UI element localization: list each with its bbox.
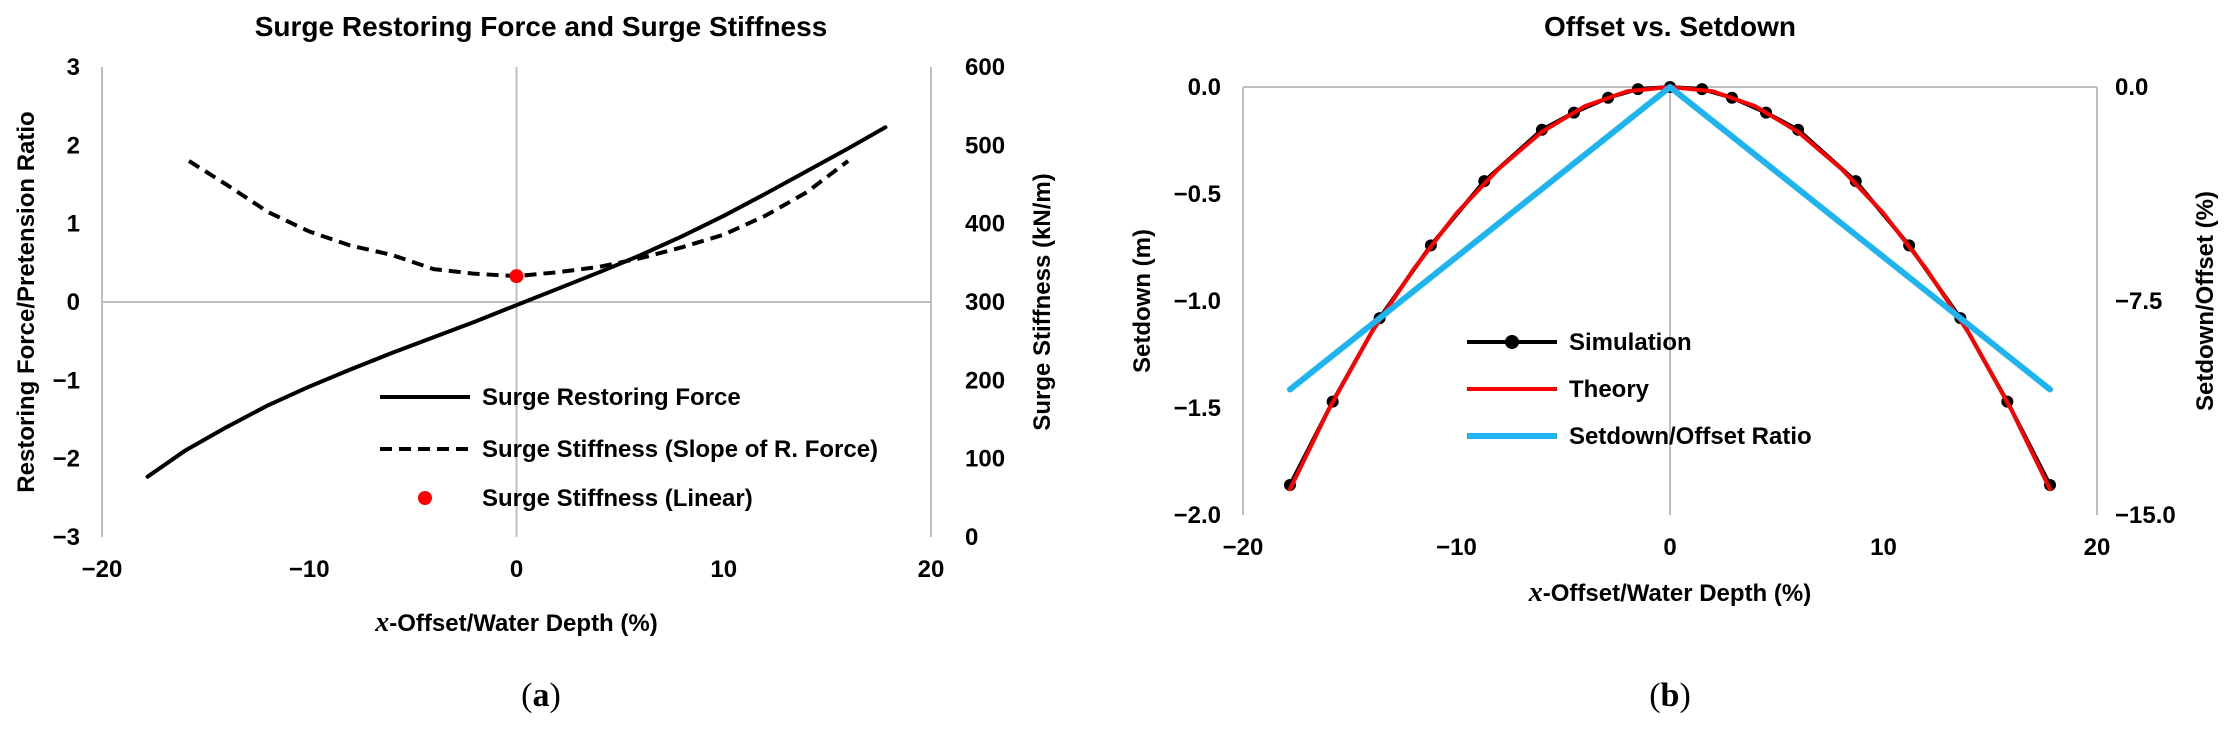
x-tick-label: 10 — [1870, 534, 1897, 561]
y-tick-label: 2 — [67, 132, 80, 159]
x-tick-label: 20 — [2084, 534, 2111, 561]
chart-title: Surge Restoring Force and Surge Stiffnes… — [255, 11, 828, 42]
x-tick-label: 0 — [1663, 534, 1676, 561]
series-surge-restoring-force-line — [145, 125, 888, 479]
y-axis-label: Setdown (m) — [1129, 229, 1156, 373]
y2-axis-label: Surge Stiffness (kN/m) — [1029, 173, 1056, 430]
series-surge-stiffness-linear-point — [509, 269, 524, 284]
y-tick-label: 0.0 — [1188, 74, 1221, 101]
y2-tick-label: 0 — [965, 524, 978, 551]
y-tick-label: −2 — [53, 446, 80, 473]
x-tick-label: 20 — [918, 556, 945, 583]
panel-caption: (b) — [1649, 677, 1691, 714]
legend-label: Surge Stiffness (Slope of R. Force) — [482, 436, 878, 463]
y2-tick-label: 600 — [965, 54, 1005, 81]
x-tick-label: −10 — [1436, 534, 1477, 561]
y2-tick-label: 500 — [965, 132, 1005, 159]
x-tick-label: −20 — [1223, 534, 1264, 561]
y-axis-label: Restoring Force/Pretension Ratio — [13, 111, 40, 492]
x-tick-label: −20 — [82, 556, 123, 583]
series-setdown-offset-ratio-line — [1287, 84, 2053, 393]
y-tick-label: 3 — [67, 54, 80, 81]
y-tick-label: −0.5 — [1174, 181, 1221, 208]
caption-letter: a — [533, 677, 550, 714]
x-tick-label: −10 — [289, 556, 330, 583]
y2-tick-label: −15.0 — [2115, 502, 2176, 529]
caption-close: ) — [550, 677, 561, 714]
x-axis-label-rest: -Offset/Water Depth (%) — [389, 610, 657, 637]
x-axis-label-rest: -Offset/Water Depth (%) — [1543, 580, 1811, 607]
chart-b: Offset vs. Setdown −20 −10 0 10 20 −2.0 −1.5 −1.… — [1129, 11, 2219, 714]
x-axis-label-italic: x — [374, 607, 389, 638]
caption-open: ( — [521, 677, 532, 714]
y-tick-label: −1.5 — [1174, 395, 1221, 422]
chart-a: Surge Restoring Force and Surge Stiffnes… — [13, 11, 1056, 714]
caption-open: ( — [1649, 677, 1660, 714]
legend-marker — [1505, 335, 1519, 349]
y2-tick-label: 400 — [965, 211, 1005, 238]
y2-tick-label: 0.0 — [2115, 74, 2148, 101]
legend-marker — [418, 491, 432, 505]
x-tick-label: 10 — [710, 556, 737, 583]
y-tick-label: −1 — [53, 367, 80, 394]
legend-label: Surge Restoring Force — [482, 384, 741, 411]
legend-label: Setdown/Offset Ratio — [1569, 423, 1812, 450]
x-axis-label-italic: x — [1528, 577, 1543, 608]
y-tick-label: −3 — [53, 524, 80, 551]
caption-close: ) — [1679, 677, 1690, 714]
y-tick-label: −2.0 — [1174, 502, 1221, 529]
y2-tick-label: −7.5 — [2115, 288, 2162, 315]
y2-tick-label: 300 — [965, 289, 1005, 316]
legend-label: Theory — [1569, 376, 1650, 403]
legend-label: Surge Stiffness (Linear) — [482, 485, 753, 512]
series-surge-stiffness-slope-of-r-force-line — [187, 159, 850, 279]
x-tick-label: 0 — [510, 556, 523, 583]
x-axis-label: x-Offset/Water Depth (%) — [1528, 577, 1811, 608]
y2-axis-label: Setdown/Offset (%) — [2192, 191, 2219, 411]
y2-tick-label: 200 — [965, 367, 1005, 394]
y-tick-label: 1 — [67, 211, 80, 238]
legend-label: Simulation — [1569, 329, 1692, 356]
legend: Surge Restoring Force Surge Stiffness (Sl… — [380, 384, 878, 512]
panel-caption: (a) — [521, 677, 561, 714]
y-tick-label: 0 — [67, 289, 80, 316]
y2-tick-label: 100 — [965, 446, 1005, 473]
chart-title: Offset vs. Setdown — [1544, 11, 1796, 42]
legend: Simulation Theory Setdown/Offset Ratio — [1467, 329, 1812, 450]
y-tick-label: −1.0 — [1174, 288, 1221, 315]
x-axis-label: x-Offset/Water Depth (%) — [374, 607, 657, 638]
caption-letter: b — [1661, 677, 1680, 714]
